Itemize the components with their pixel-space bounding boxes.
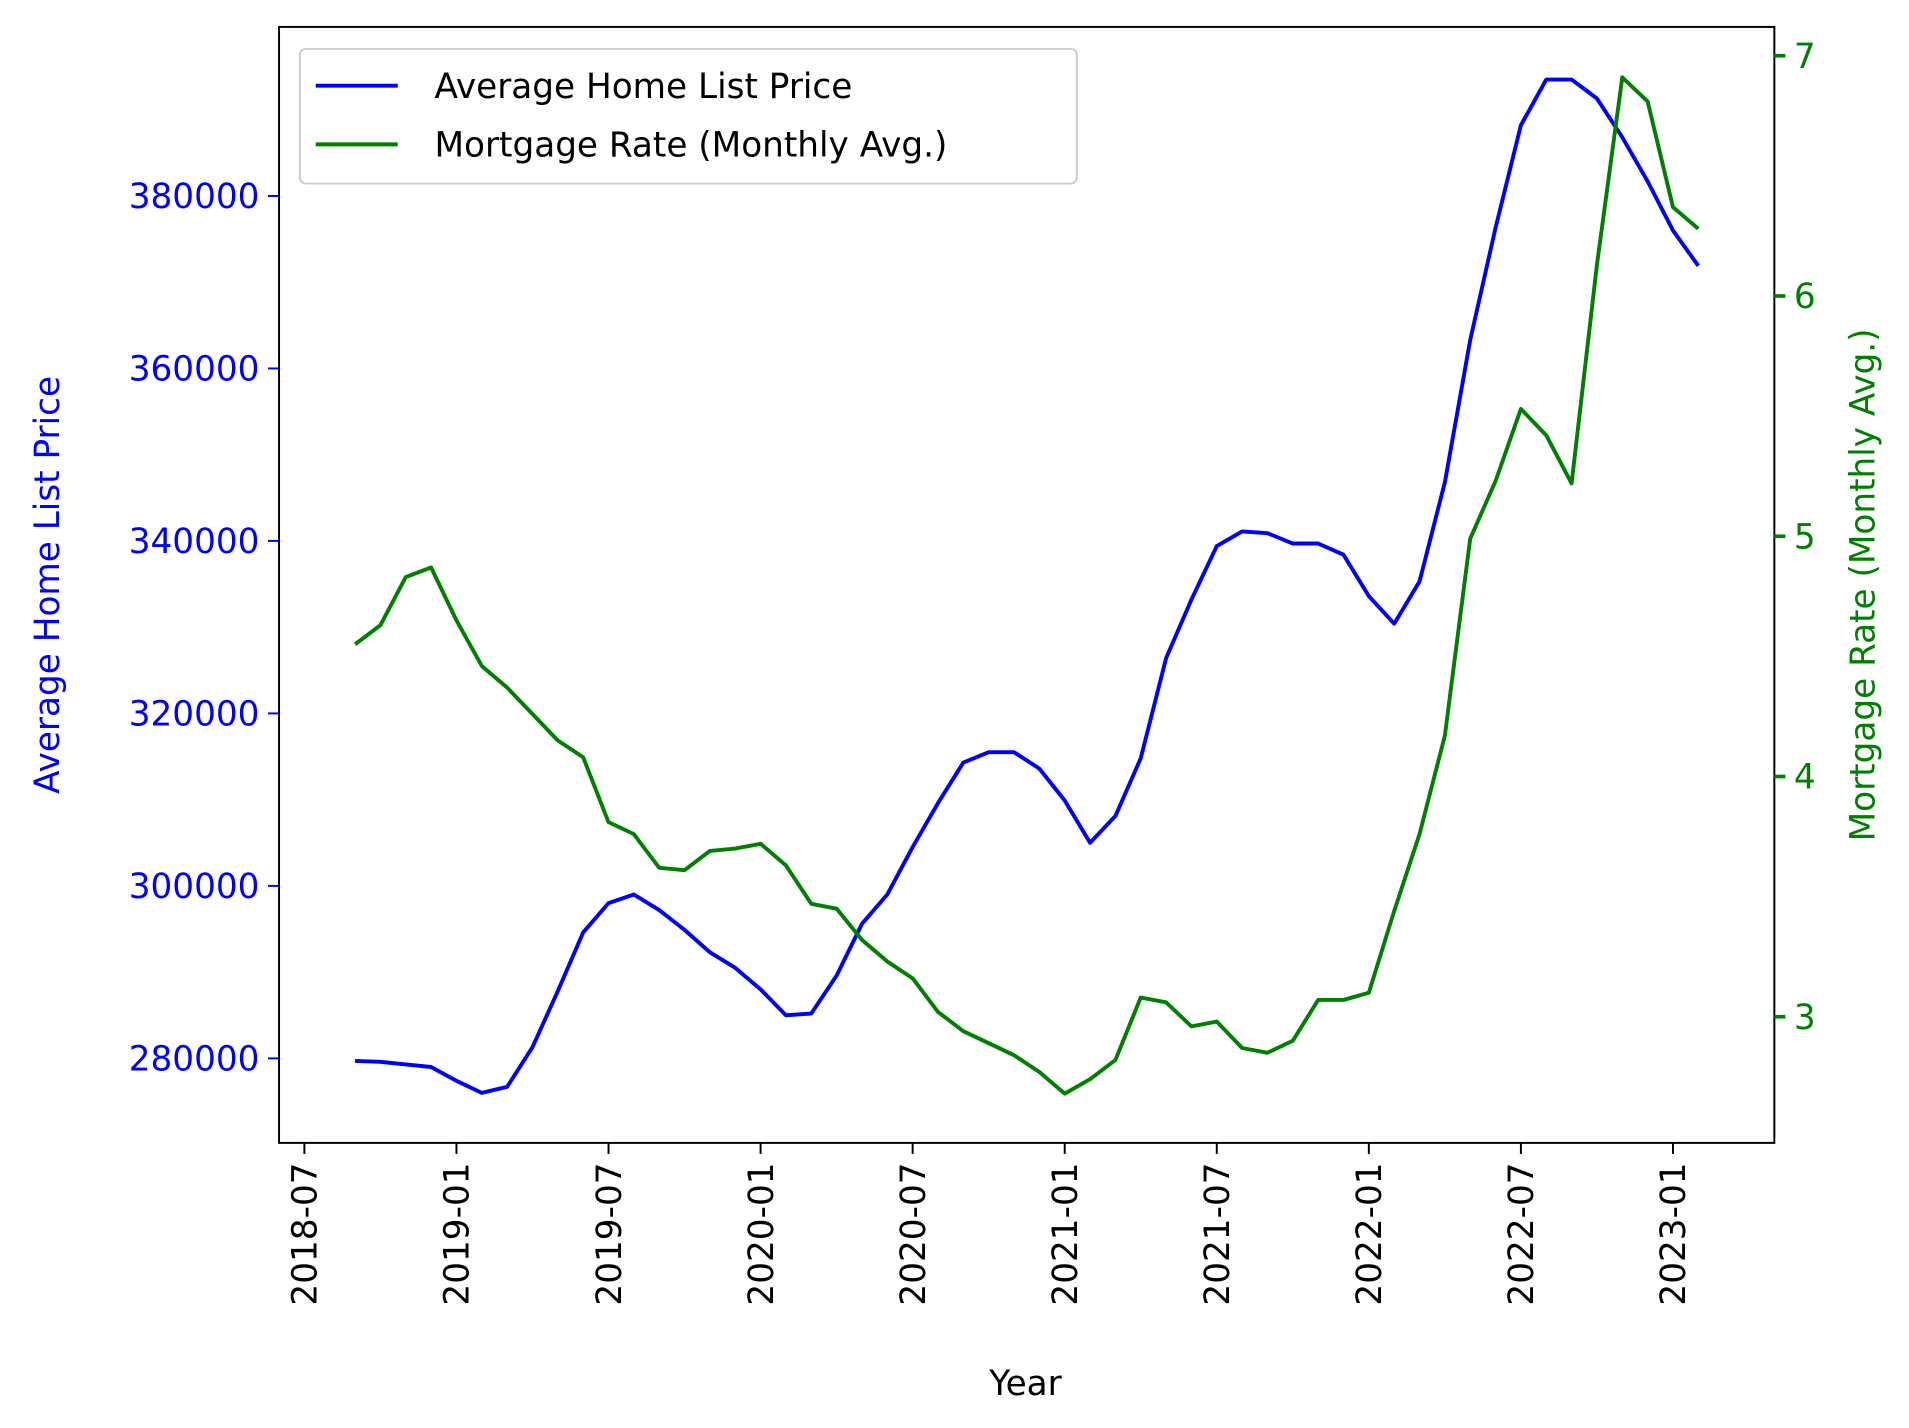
y-axis-label: Average Home List Price [28, 376, 68, 794]
y2-tick-label: 4 [1794, 758, 1816, 798]
x-axis-label: Year [988, 1364, 1062, 1404]
x-tick-label: 2019-07 [590, 1162, 630, 1305]
y-tick-label: 280000 [129, 1040, 260, 1080]
x-tick-label: 2020-01 [742, 1162, 782, 1305]
x-tick-label: 2021-01 [1046, 1162, 1086, 1305]
plot-frame [278, 25, 1776, 1144]
x-tick-label: 2021-07 [1198, 1162, 1238, 1305]
y2-tick-label: 5 [1794, 517, 1816, 557]
y2-tick-label: 6 [1794, 277, 1816, 317]
legend-box [298, 47, 1078, 185]
y2-tick-label: 7 [1794, 37, 1816, 77]
y-tick-label: 320000 [129, 695, 260, 735]
data-line [353, 75, 1700, 1096]
x-tick-label: 2022-07 [1502, 1162, 1542, 1305]
x-tick-label: 2023-01 [1654, 1162, 1694, 1305]
y-tick-label: 340000 [129, 522, 260, 562]
legend-label: Average Home List Price [434, 67, 852, 107]
x-tick-label: 2019-01 [438, 1162, 478, 1305]
x-tick-label: 2020-07 [894, 1162, 934, 1305]
x-tick-label: 2022-01 [1350, 1162, 1390, 1305]
y2-tick-label: 3 [1794, 998, 1816, 1038]
legend-label: Mortgage Rate (Monthly Avg.) [434, 126, 947, 166]
y-tick-label: 380000 [129, 177, 260, 217]
legend: Average Home List Price Mortgage Rate (Mo… [298, 47, 1078, 185]
x-tick-label: 2018-07 [286, 1162, 326, 1305]
y-tick-label: 300000 [129, 867, 260, 907]
data-line [355, 77, 1700, 1095]
y2-axis-label: Mortgage Rate (Monthly Avg.) [1844, 328, 1884, 841]
y-tick-label: 360000 [129, 350, 260, 390]
